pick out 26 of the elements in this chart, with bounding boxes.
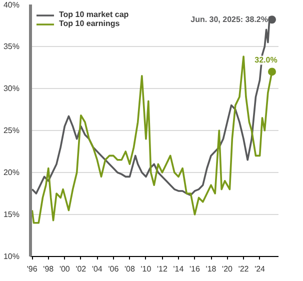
y-tick-label: 25%	[3, 126, 20, 135]
annotation: Jun. 30, 2025: 38.2%	[190, 15, 268, 24]
x-tick-label: '24	[254, 264, 266, 274]
y-tick-label: 20%	[3, 168, 20, 177]
x-tick-label: '04	[92, 264, 103, 274]
x-tick-label: '14	[173, 264, 184, 274]
y-tick-label: 30%	[3, 84, 20, 93]
legend-label: Top 10 earnings	[59, 19, 120, 28]
x-tick-label: '02	[76, 264, 87, 274]
annotation: 32.0%	[254, 56, 278, 65]
y-tick-label: 10%	[3, 252, 20, 261]
x-tick-label: '20	[222, 264, 234, 274]
legend-label: Top 10 market cap	[59, 10, 129, 19]
y-tick-label: 35%	[3, 42, 20, 51]
x-tick-label: '16	[190, 264, 201, 274]
x-tick-label: '22	[238, 264, 250, 274]
x-tick-label: '18	[206, 264, 217, 274]
x-tick-label: '98	[43, 264, 54, 274]
x-tick-label: '08	[124, 264, 136, 274]
y-tick-label: 40%	[3, 0, 20, 10]
x-tick-label: '00	[59, 264, 70, 274]
x-tick-label: '12	[157, 264, 168, 274]
x-tick-label: '96	[26, 264, 38, 274]
x-tick-label: '06	[108, 264, 120, 274]
y-tick-label: 15%	[3, 210, 20, 219]
x-tick-label: '10	[140, 264, 152, 274]
